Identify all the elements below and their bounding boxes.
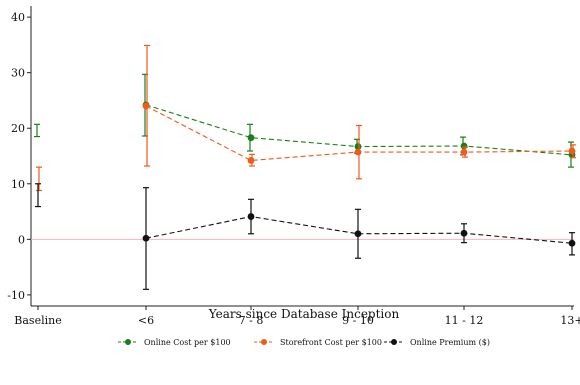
data-point <box>354 230 362 238</box>
legend-item: Online Premium ($) <box>384 338 490 347</box>
data-point <box>247 134 255 142</box>
series-group <box>35 183 576 290</box>
x-tick-label: 9 - 10 <box>342 314 374 327</box>
y-tick-label: 40 <box>11 11 25 24</box>
series-group <box>34 73 576 168</box>
legend-label: Online Premium ($) <box>410 338 490 347</box>
x-tick-label: Baseline <box>14 314 61 327</box>
series-group <box>36 44 576 192</box>
legend-swatch-marker <box>125 339 131 345</box>
x-axis-title: Years since Database Inception <box>208 307 400 321</box>
data-point <box>247 213 255 220</box>
legend-label: Storefront Cost per $100 <box>280 338 382 347</box>
data-point <box>247 157 255 164</box>
data-point <box>460 142 468 150</box>
y-tick-label: 30 <box>11 67 25 80</box>
data-point <box>568 239 576 247</box>
x-tick-label: <6 <box>138 314 154 327</box>
y-tick-label: 10 <box>11 178 25 191</box>
data-point <box>568 147 576 155</box>
legend-swatch-marker <box>391 339 397 345</box>
series-layer <box>34 44 576 290</box>
axes-layer: -10 0 10 20 30 40 Baseline <6 7 - 8 9 - 10 11 - 12… <box>7 6 580 327</box>
x-tick-label: 13+ <box>560 314 580 327</box>
legend-swatch-marker <box>261 339 267 345</box>
data-point <box>354 143 362 150</box>
x-tick-label: 7 - 8 <box>239 314 264 327</box>
x-tick-label: 11 - 12 <box>445 314 484 327</box>
data-point <box>460 148 468 156</box>
data-point <box>142 234 150 242</box>
data-point <box>460 229 468 237</box>
y-tick-label: 0 <box>18 233 25 246</box>
y-tick-label: -10 <box>7 289 25 302</box>
legend-label: Online Cost per $100 <box>144 338 231 347</box>
legend-item: Storefront Cost per $100 <box>254 338 382 347</box>
data-point <box>142 102 150 110</box>
legend: Online Cost per $100 Storefront Cost per … <box>118 338 490 347</box>
data-point <box>354 148 362 156</box>
y-tick-label: 20 <box>11 122 25 135</box>
legend-item: Online Cost per $100 <box>118 338 231 347</box>
